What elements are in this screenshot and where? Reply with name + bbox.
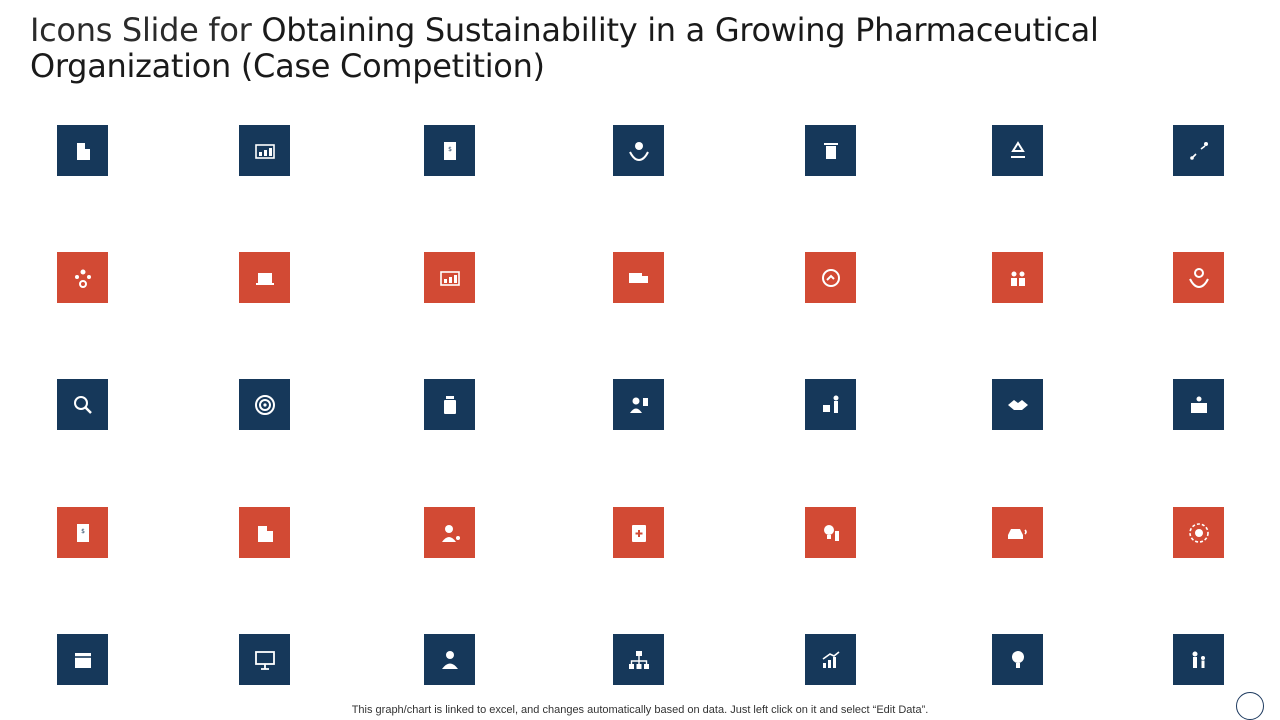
icon-tile (424, 634, 475, 685)
title-prefix: Icons Slide for (30, 11, 252, 49)
icon-tile (239, 507, 290, 558)
doctor-icon (441, 650, 458, 669)
team-gear-icon (74, 269, 91, 288)
recycle-bin-icon (823, 142, 838, 159)
handshake-icon (1007, 399, 1028, 410)
office-building-icon (257, 525, 273, 542)
dashboard-chart-icon (439, 270, 460, 286)
icon-tile (805, 507, 856, 558)
icon-tile (613, 507, 664, 558)
calendar-icon (74, 652, 91, 668)
doctor-medical-icon (629, 397, 648, 413)
icon-tile (992, 507, 1043, 558)
gear-cycle-icon (1188, 522, 1209, 543)
icon-tile (239, 252, 290, 303)
icon-tile (424, 379, 475, 430)
medical-kit-icon (631, 524, 646, 542)
medicine-bottle-icon (443, 395, 456, 414)
waste-disposal-icon (822, 395, 838, 413)
icon-tile (424, 252, 475, 303)
growth-chart-icon (822, 650, 839, 668)
icon-tile (805, 634, 856, 685)
growth-cycle-icon (821, 268, 840, 287)
icon-tile (239, 634, 290, 685)
icon-tile (805, 379, 856, 430)
icon-tile (1173, 252, 1224, 303)
icon-tile (57, 252, 108, 303)
team-meeting-icon (1010, 271, 1025, 286)
delivery-truck-icon (628, 272, 648, 283)
idea-bulb-icon (823, 524, 839, 541)
presentation-board-icon (254, 650, 275, 670)
search-analytics-icon (73, 395, 92, 414)
icon-tile (613, 634, 664, 685)
icon-tile (992, 252, 1043, 303)
invoice-document-icon: $ (76, 523, 89, 542)
icon-tile (239, 379, 290, 430)
icon-tile (57, 125, 108, 176)
icon-tile (1173, 507, 1224, 558)
icon-tile (239, 125, 290, 176)
icon-tile (613, 125, 664, 176)
icon-tile (992, 634, 1043, 685)
svg-text:$: $ (448, 146, 452, 153)
svg-text:$: $ (81, 528, 85, 535)
icon-tile (1173, 634, 1224, 685)
target-icon (254, 394, 275, 415)
footer-note: This graph/chart is linked to excel, and… (351, 704, 929, 716)
organization-chart-icon (628, 650, 649, 669)
icon-tile (805, 125, 856, 176)
icon-tile: $ (424, 125, 475, 176)
icon-tile (992, 379, 1043, 430)
navigation-circle[interactable] (1236, 692, 1264, 720)
icon-tile (424, 507, 475, 558)
product-box-icon (1190, 396, 1207, 413)
icon-tile (805, 252, 856, 303)
dashboard-chart-icon (254, 143, 275, 159)
title-main: Obtaining Sustainability in a Growing Ph… (30, 11, 1099, 85)
icon-tile (613, 252, 664, 303)
page-title: Icons Slide for Obtaining Sustainability… (30, 12, 1180, 84)
icon-tile (1173, 379, 1224, 430)
invoice-document-icon: $ (443, 141, 456, 160)
rating-laptop-icon (255, 272, 274, 285)
icon-tile (57, 379, 108, 430)
strategy-plan-icon (1189, 141, 1208, 160)
scientist-icon (441, 524, 460, 542)
gear-hands-icon (1188, 267, 1209, 288)
eco-bulb-icon (1011, 650, 1024, 668)
icon-tile: $ (57, 507, 108, 558)
family-icon (1192, 651, 1205, 668)
recycle-icon (1010, 140, 1025, 158)
car-emission-icon (1007, 528, 1027, 539)
icon-tile (57, 634, 108, 685)
money-hands-icon (628, 141, 649, 161)
building-icon (76, 142, 90, 160)
icon-tile (1173, 125, 1224, 176)
icon-tile (613, 379, 664, 430)
icon-tile (992, 125, 1043, 176)
